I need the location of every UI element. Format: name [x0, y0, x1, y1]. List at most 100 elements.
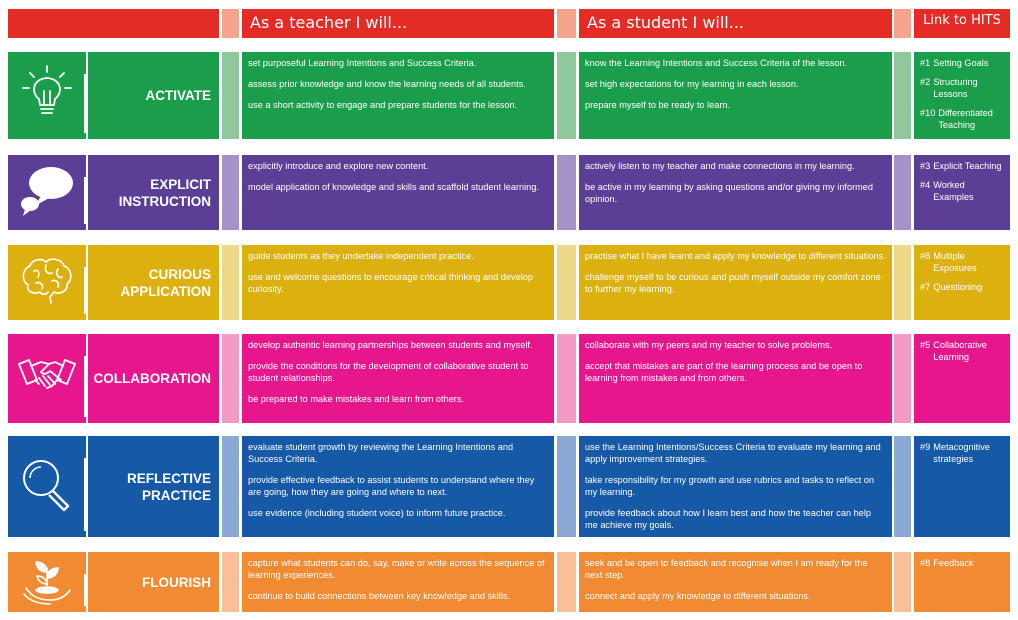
student-cell-explicit: actively listen to my teacher and make c… [579, 155, 892, 230]
teacher-statement: model application of knowledge and skill… [248, 182, 539, 192]
student-statement: collaborate with my peers and my teacher… [585, 340, 833, 350]
row-icon-cell [8, 52, 86, 139]
hits-cell-flourish: #8 Feedback [914, 552, 1010, 612]
header-spacer-1 [222, 9, 239, 38]
header-left-block [8, 9, 219, 38]
row-spacer [222, 245, 239, 320]
row-label-text: CURIOUS APPLICATION [121, 266, 212, 300]
student-statement: accept that mistakes are part of the lea… [585, 361, 863, 383]
row-spacer [557, 245, 576, 320]
teacher-statement: explicitly introduce and explore new con… [248, 161, 429, 171]
row-label-text: FLOURISH [142, 574, 211, 591]
row-label-line: ACTIVATE [145, 88, 212, 103]
magnifier-icon [18, 455, 76, 518]
student-statement: connect and apply my knowledge to differ… [585, 591, 811, 601]
header-hits: Link to HITS [914, 9, 1010, 38]
row-label-text: ACTIVATE [146, 87, 212, 104]
hits-item: #6 Multiple Exposures [920, 250, 1004, 274]
teacher-statement: develop authentic learning partnerships … [248, 340, 533, 350]
hits-number: #2 [920, 77, 931, 87]
student-statement: know the Learning Intentions and Success… [585, 58, 847, 68]
student-statement: prepare myself to be ready to learn. [585, 100, 731, 110]
student-cell-flourish: seek and be open to feedback and recogni… [579, 552, 892, 612]
student-statement: take responsibility for my growth and us… [585, 475, 875, 497]
row-label-flourish: FLOURISH [88, 552, 219, 612]
hits-number: #4 [920, 180, 931, 190]
hits-item: #10 Differentiated Teaching [920, 107, 1004, 131]
row-label-curious: CURIOUS APPLICATION [88, 245, 219, 320]
handshake-icon [17, 352, 77, 405]
row-label-line: PRACTICE [141, 487, 211, 503]
teacher-cell-activate: set purposeful Learning Intentions and S… [242, 52, 554, 139]
row-spacer [557, 552, 576, 612]
divider [84, 356, 86, 417]
student-cell-collaboration: collaborate with my peers and my teacher… [579, 334, 892, 423]
row-icon-cell [8, 155, 86, 230]
student-statement: actively listen to my teacher and make c… [585, 161, 855, 171]
teacher-statement: assess prior knowledge and know the lear… [248, 79, 526, 89]
teacher-statement: provide effective feedback to assist stu… [248, 475, 535, 497]
row-spacer [557, 155, 576, 230]
student-statement: set high expectations for my learning in… [585, 79, 799, 89]
row-label-text: EXPLICIT INSTRUCTION [119, 176, 211, 210]
hits-title: Collaborative Learning [933, 340, 987, 362]
student-statement: use the Learning Intentions/Success Crit… [585, 442, 881, 464]
teacher-cell-curious: guide students as they undertake indepen… [242, 245, 554, 320]
row-spacer [894, 552, 911, 612]
divider [84, 267, 86, 314]
student-statement: practise what I have learnt and apply my… [585, 251, 886, 261]
row-spacer [894, 52, 911, 139]
student-cell-activate: know the Learning Intentions and Success… [579, 52, 892, 139]
plant-in-hand-icon [20, 554, 74, 611]
hits-title: Multiple Exposures [933, 251, 977, 273]
row-icon-cell [8, 552, 86, 612]
row-spacer [222, 552, 239, 612]
row-spacer [557, 52, 576, 139]
hits-title: Setting Goals [933, 58, 989, 68]
row-icon-cell [8, 436, 86, 537]
teacher-statement: be prepared to make mistakes and learn f… [248, 394, 465, 404]
teacher-statement: provide the conditions for the developme… [248, 361, 529, 383]
row-label-explicit: EXPLICIT INSTRUCTION [88, 155, 219, 230]
header-student: As a student I will... [579, 9, 892, 38]
row-spacer [894, 334, 911, 423]
student-statement: be active in my learning by asking quest… [585, 182, 874, 204]
hits-item: #7 Questioning [920, 281, 1004, 293]
hits-number: #1 [920, 58, 931, 68]
header-spacer-3 [894, 9, 911, 38]
divider [84, 574, 86, 606]
row-label-line: INSTRUCTION [118, 193, 211, 209]
row-spacer [222, 155, 239, 230]
student-statement: seek and be open to feedback and recogni… [585, 558, 868, 580]
hits-title: Structuring Lessons [933, 77, 978, 99]
teacher-statement: use a short activity to engage and prepa… [248, 100, 518, 110]
hits-title: Questioning [933, 282, 983, 292]
hits-item: #3 Explicit Teaching [920, 160, 1004, 172]
teacher-statement: use and welcome questions to encourage c… [248, 272, 533, 294]
speech-bubbles-icon [17, 162, 77, 223]
student-cell-curious: practise what I have learnt and apply my… [579, 245, 892, 320]
row-label-collaboration: COLLABORATION [88, 334, 219, 423]
row-label-text: REFLECTIVE PRACTICE [127, 470, 211, 504]
student-statement: provide feedback about how I learn best … [585, 508, 872, 530]
hits-item: #4 Worked Examples [920, 179, 1004, 203]
row-spacer [222, 52, 239, 139]
hits-cell-curious: #6 Multiple Exposures #7 Questioning [914, 245, 1010, 320]
teacher-statement: evaluate student growth by reviewing the… [248, 442, 514, 464]
header-spacer-2 [557, 9, 576, 38]
teacher-cell-explicit: explicitly introduce and explore new con… [242, 155, 554, 230]
teacher-cell-flourish: capture what students can do, say, make … [242, 552, 554, 612]
hits-item: #9 Metacognitive strategies [920, 441, 1004, 465]
hits-number: #7 [920, 282, 931, 292]
teacher-cell-collaboration: develop authentic learning partnerships … [242, 334, 554, 423]
row-label-reflective: REFLECTIVE PRACTICE [88, 436, 219, 537]
row-spacer [222, 334, 239, 423]
hits-cell-reflective: #9 Metacognitive strategies [914, 436, 1010, 537]
divider [84, 74, 86, 133]
row-spacer [222, 436, 239, 537]
hits-cell-explicit: #3 Explicit Teaching #4 Worked Examples [914, 155, 1010, 230]
teacher-statement: capture what students can do, say, make … [248, 558, 545, 580]
hits-item: #2 Structuring Lessons [920, 76, 1004, 100]
hits-cell-collaboration: #5 Collaborative Learning [914, 334, 1010, 423]
teacher-statement: continue to build connections between ke… [248, 591, 511, 601]
